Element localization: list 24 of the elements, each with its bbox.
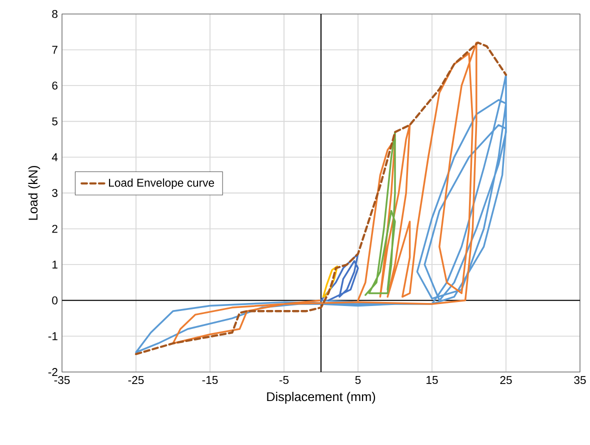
x-tick-label: -35 <box>54 376 70 384</box>
legend-label: Load Envelope curve <box>109 178 214 189</box>
y-tick-label: -1 <box>48 332 58 340</box>
y-tick-label: 1 <box>52 260 58 268</box>
x-tick-label: -5 <box>279 376 289 384</box>
y-tick-label: 5 <box>52 117 58 126</box>
x-tick-label: 15 <box>426 376 438 384</box>
x-tick-label: 35 <box>574 376 586 384</box>
y-tick-label: 3 <box>52 188 58 197</box>
line-series <box>322 266 338 298</box>
y-tick-label: 6 <box>52 82 58 90</box>
x-tick-label: 25 <box>500 376 512 384</box>
x-tick-label: -15 <box>202 376 218 384</box>
y-tick-label: 4 <box>52 153 58 162</box>
x-axis-title: Displacement (mm) <box>267 392 376 404</box>
y-tick-label: 8 <box>52 10 58 18</box>
x-tick-label: -25 <box>128 376 144 384</box>
y-tick-label: 7 <box>52 46 58 54</box>
y-tick-label: 2 <box>52 224 58 233</box>
y-tick-label: 0 <box>52 296 58 304</box>
y-axis-title: Load (kN) <box>28 166 40 220</box>
y-tick-label: -2 <box>48 368 58 376</box>
line-series <box>320 252 359 302</box>
x-tick-label: 5 <box>355 376 361 384</box>
